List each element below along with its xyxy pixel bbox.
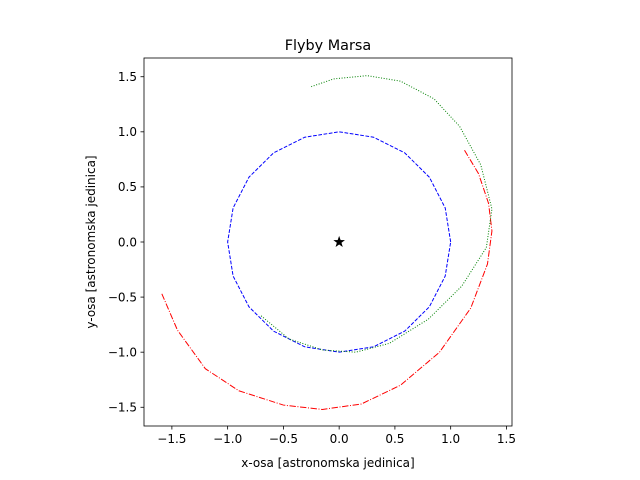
y-tick-label: −1.5 bbox=[108, 401, 137, 415]
x-tick-label: 1.0 bbox=[441, 432, 460, 446]
y-tick-label: −1.0 bbox=[108, 345, 137, 359]
series-line-3 bbox=[260, 75, 493, 353]
sun-star-marker bbox=[333, 235, 345, 247]
y-tick-label: 0.0 bbox=[118, 235, 137, 249]
x-tick-label: −1.0 bbox=[213, 432, 242, 446]
x-tick-label: −1.5 bbox=[157, 432, 186, 446]
series-line-1 bbox=[227, 131, 452, 353]
series-line-2 bbox=[161, 149, 493, 410]
x-tick-label: 0.5 bbox=[385, 432, 404, 446]
chart-title: Flyby Marsa bbox=[285, 38, 371, 54]
y-tick-label: −0.5 bbox=[108, 290, 137, 304]
y-tick-label: 0.5 bbox=[118, 180, 137, 194]
y-tick-label: 1.0 bbox=[118, 125, 137, 139]
x-axis-label: x-osa [astronomska jedinica] bbox=[241, 456, 414, 470]
y-axis-label: y-osa [astronomska jedinica] bbox=[84, 155, 98, 328]
x-tick-label: 1.5 bbox=[497, 432, 516, 446]
plot-area: −1.5 −1.0 −0.5 0.0 0.5 1.0 1.5 −1.5 −1.0 −0.5 0.0 0… bbox=[108, 57, 516, 446]
x-tick-label: 0.0 bbox=[330, 432, 349, 446]
x-tick-label: −0.5 bbox=[269, 432, 298, 446]
y-tick-label: 1.5 bbox=[118, 70, 137, 84]
